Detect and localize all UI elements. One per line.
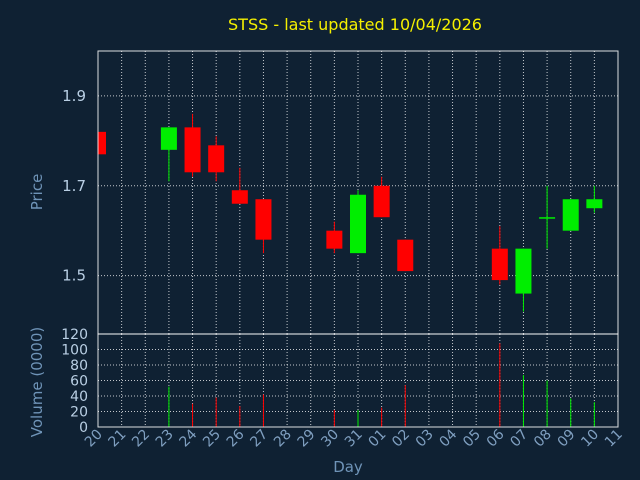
day-tick-label: 05 [460, 427, 484, 451]
candle-10 [586, 185, 603, 213]
chart-title: STSS - last updated 10/04/2026 [228, 15, 482, 34]
volume-bars [168, 343, 595, 427]
price-panel: 1.5 1.7 1.9 Price [28, 50, 619, 335]
day-tick-label: 30 [318, 427, 342, 451]
candle-07 [515, 248, 532, 312]
day-tick-label: 21 [106, 427, 130, 451]
price-tick-label: 1.5 [62, 267, 86, 285]
candle-23 [160, 127, 177, 182]
day-tick-label: 04 [436, 426, 460, 450]
price-y-ticks: 1.5 1.7 1.9 [62, 87, 86, 285]
candle-body [491, 248, 508, 281]
day-tick-label: 06 [484, 426, 508, 450]
candle-body [98, 131, 106, 155]
price-tick-label: 1.9 [62, 87, 86, 105]
candle-body [326, 230, 343, 249]
volume-tick-label: 120 [61, 327, 88, 343]
day-tick-label: 25 [200, 427, 224, 451]
day-x-ticks: 20 21 22 23 24 25 26 27 28 29 30 31 01 02 03 04 05 06 07 08… [82, 426, 626, 450]
day-tick-label: 02 [389, 427, 413, 451]
candle-30 [326, 221, 343, 254]
candle-01 [373, 176, 390, 218]
day-tick-label: 31 [342, 427, 366, 451]
candle-09 [562, 199, 579, 231]
volume-tick-label: 20 [70, 405, 88, 421]
day-tick-label: 07 [507, 427, 531, 451]
price-axis-label: Price [28, 174, 46, 211]
candle-body [208, 145, 225, 173]
candle-02 [397, 239, 414, 272]
candle-31 [350, 190, 366, 254]
candle-body [515, 248, 532, 294]
day-tick-label: 22 [129, 427, 153, 451]
candle-body [562, 199, 579, 231]
candle-body [539, 217, 556, 219]
candle-20 [97, 131, 106, 155]
candle-body [373, 185, 390, 218]
day-tick-label: 27 [247, 427, 271, 451]
day-tick-label: 29 [295, 427, 319, 451]
candle-body [586, 199, 603, 209]
day-tick-label: 10 [578, 427, 602, 451]
candlesticks [97, 113, 603, 312]
candle-body [231, 190, 248, 204]
candle-24 [184, 113, 201, 177]
candle-25 [208, 136, 225, 182]
day-axis-label: Day [333, 458, 363, 476]
day-tick-label: 09 [555, 427, 579, 451]
volume-tick-label: 80 [70, 358, 88, 374]
candle-body [160, 127, 177, 150]
day-tick-label: 01 [366, 427, 390, 451]
day-tick-label: 28 [271, 427, 295, 451]
day-tick-label: 26 [224, 426, 248, 450]
candle-26 [231, 167, 248, 204]
volume-tick-label: 100 [61, 343, 88, 359]
price-tick-label: 1.7 [62, 177, 86, 195]
day-tick-label: 11 [602, 427, 626, 451]
volume-axis-label: Volume (0000) [28, 327, 46, 437]
candle-body [397, 239, 414, 272]
day-tick-label: 23 [153, 427, 177, 451]
candle-body [350, 194, 366, 254]
volume-tick-label: 0 [79, 420, 88, 436]
day-tick-label: 03 [413, 427, 437, 451]
candle-06 [491, 226, 508, 285]
candle-27 [255, 199, 272, 254]
day-tick-label: 24 [176, 426, 200, 450]
volume-tick-label: 60 [70, 374, 88, 390]
candle-body [184, 127, 201, 173]
volume-frame [97, 333, 619, 428]
day-tick-label: 08 [531, 427, 555, 451]
volume-tick-label: 40 [70, 389, 88, 405]
candle-body [255, 199, 272, 240]
candle-08 [539, 185, 556, 249]
